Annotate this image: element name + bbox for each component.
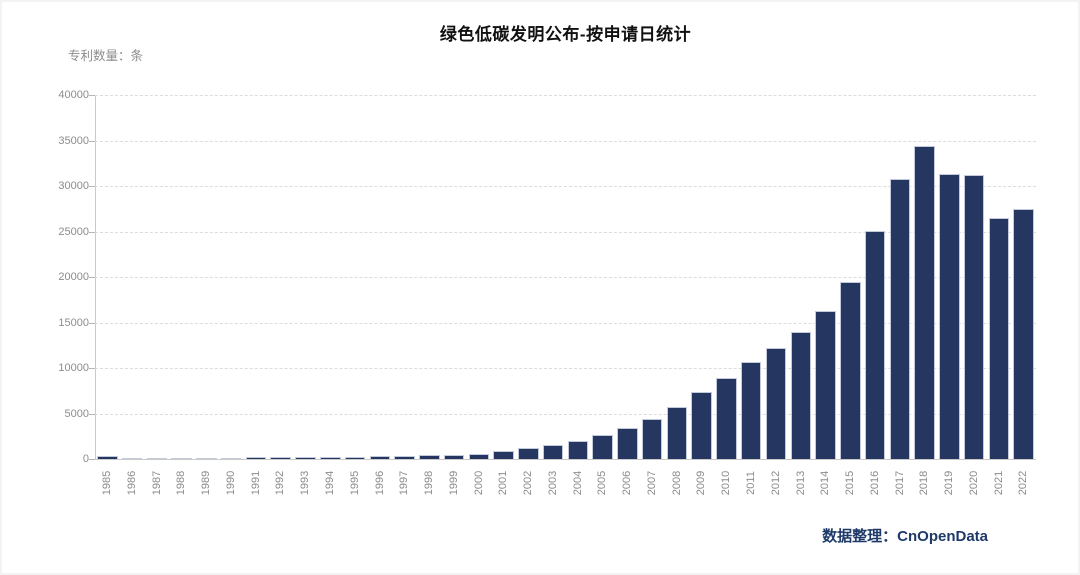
y-tick-mark [89,95,95,96]
y-tick-label: 0 [82,453,89,465]
bar-2020 [963,175,985,459]
y-axis-unit-label: 专利数量：条 [68,49,144,63]
y-tick-label: 40000 [58,89,89,101]
y-tick-mark [89,322,95,324]
bar-2018 [914,145,935,459]
bar-1988 [171,457,192,459]
chart-title: 绿色低碳发明公布-按申请日统计 [439,25,692,44]
y-tick-label: 25000 [58,225,89,238]
bar-2009 [691,392,712,459]
y-tick-label: 5000 [64,407,89,420]
bar-1998 [419,455,440,459]
data-source-credit: 数据整理：CnOpenData [822,528,988,545]
bar-1987 [146,457,168,459]
bar-1986 [121,458,143,459]
bar-2021 [988,218,1010,459]
bar-1994 [320,456,341,459]
bar-2001 [493,450,514,459]
y-tick-mark [89,277,95,278]
x-tick-label-2022: 2022 [1017,470,1030,496]
bar-1991 [245,457,267,459]
gridline-20000 [95,277,1036,278]
bar-2012 [765,347,787,459]
bar-1990 [220,457,242,459]
y-tick-label: 15000 [58,316,89,329]
bar-1985 [97,456,118,459]
y-tick-label: 30000 [58,180,89,192]
y-tick-mark [89,231,95,233]
gridline-35000 [95,140,1036,142]
bar-2005 [592,435,613,459]
bar-2015 [840,281,861,459]
bar-2014 [815,311,836,459]
gridline-10000 [95,368,1036,369]
gridline-15000 [95,322,1036,324]
bar-1999 [443,454,465,459]
bar-2011 [740,362,762,459]
bars-layer [95,95,1036,459]
bar-2000 [468,453,490,459]
bar-2008 [666,407,688,459]
y-tick-label: 35000 [58,134,89,147]
y-tick-mark [89,368,95,369]
bar-2002 [518,448,539,459]
bar-2016 [864,231,886,459]
bar-2006 [617,427,638,459]
y-tick-mark [89,186,95,187]
grid-layer [95,95,1036,459]
bar-1989 [196,457,217,459]
bar-1995 [344,456,366,459]
gridline-40000 [95,95,1036,96]
bar-2010 [716,378,737,459]
bar-2022 [1013,209,1034,459]
bar-2017 [889,179,911,459]
y-tick-mark [89,413,95,415]
bar-2019 [939,173,960,459]
y-tick-label: 20000 [58,271,89,283]
bar-2003 [542,444,564,459]
y-tick-label: 10000 [58,362,89,374]
bar-1996 [369,456,391,459]
bar-1997 [394,455,415,459]
bar-2007 [641,418,663,459]
gridline-25000 [95,231,1036,233]
x-axis-line [95,459,1036,460]
y-tick-mark [89,459,95,460]
y-tick-mark [89,140,95,142]
bar-1993 [295,456,316,459]
gridline-5000 [95,413,1036,415]
bar-2004 [567,440,589,459]
bar-2013 [790,331,811,459]
gridline-30000 [95,186,1036,187]
bar-1992 [270,457,291,459]
